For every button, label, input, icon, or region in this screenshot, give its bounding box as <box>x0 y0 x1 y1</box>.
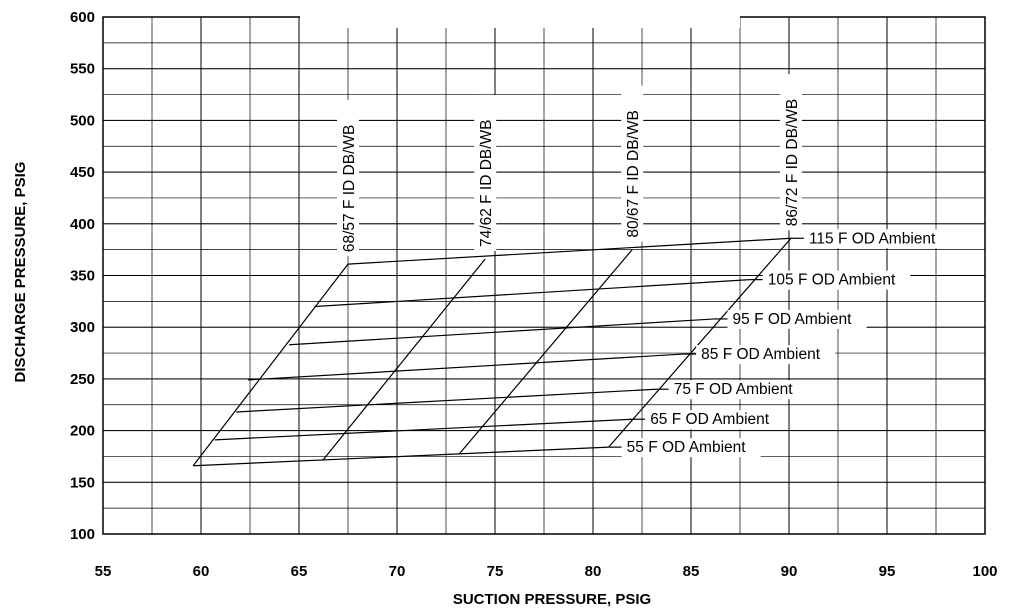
x-tick-label: 95 <box>879 563 896 580</box>
x-tick-label: 80 <box>585 563 602 580</box>
od-ambient-label-bg <box>668 380 808 400</box>
id-dbwb-label: 80/67 F ID DB/WB <box>625 110 642 237</box>
y-axis-title: DISCHARGE PRESSURE, PSIG <box>12 162 29 383</box>
od-ambient-curve <box>347 237 791 265</box>
id-dbwb-label: 74/62 F ID DB/WB <box>478 119 495 246</box>
x-tick-label: 85 <box>683 563 700 580</box>
id-dbwb-curve <box>608 237 792 448</box>
axis-tick-labels: 55 60 65 70 75 80 85 90 95 100 100 150 200 250 300 350 4… <box>70 9 998 580</box>
y-tick-label: 400 <box>70 216 95 233</box>
id-dbwb-label-bg <box>621 85 644 242</box>
od-ambient-curve <box>193 446 609 467</box>
plot-frame <box>102 8 986 535</box>
y-tick-label: 550 <box>70 61 95 78</box>
x-tick-label: 70 <box>389 563 406 580</box>
id-dbwb-label-bg <box>779 74 802 231</box>
od-ambient-label-bg <box>621 438 761 458</box>
od-ambient-curve <box>214 418 633 441</box>
curve-labels: 55 F OD Ambient 65 F OD Ambient 75 F OD Am… <box>337 74 952 458</box>
id-dbwb-curve <box>459 249 633 454</box>
od-ambient-label: 105 F OD Ambient <box>768 272 896 289</box>
y-tick-label: 600 <box>70 9 95 26</box>
id-dbwb-curve <box>322 258 486 461</box>
y-tick-label: 300 <box>70 319 95 336</box>
od-ambient-curve <box>289 318 715 346</box>
od-ambient-label: 65 F OD Ambient <box>650 411 770 428</box>
od-ambient-curve <box>236 388 656 413</box>
od-ambient-curve <box>248 353 684 381</box>
x-tick-label: 55 <box>95 563 112 580</box>
y-tick-label: 250 <box>70 371 95 388</box>
od-ambient-curve <box>314 279 750 308</box>
chart-series <box>192 237 804 467</box>
od-ambient-label-bg <box>762 270 911 290</box>
id-dbwb-label-bg <box>474 94 497 251</box>
od-ambient-label: 115 F OD Ambient <box>809 230 936 247</box>
x-tick-label: 75 <box>487 563 504 580</box>
od-ambient-label-bg <box>696 345 836 365</box>
od-ambient-label: 55 F OD Ambient <box>627 439 747 456</box>
x-tick-label: 90 <box>781 563 798 580</box>
x-tick-label: 65 <box>291 563 308 580</box>
x-tick-label: 100 <box>972 563 997 580</box>
id-dbwb-label: 86/72 F ID DB/WB <box>784 99 801 226</box>
x-tick-label: 60 <box>193 563 210 580</box>
od-ambient-label-bg <box>645 410 785 430</box>
id-dbwb-label-bg <box>337 100 359 257</box>
top-gap-mask <box>300 8 740 28</box>
y-tick-label: 100 <box>70 526 95 543</box>
od-ambient-label: 75 F OD Ambient <box>674 381 794 398</box>
id-dbwb-curve <box>192 263 349 467</box>
y-tick-label: 450 <box>70 164 95 181</box>
y-tick-label: 200 <box>70 423 95 440</box>
y-tick-label: 150 <box>70 474 95 491</box>
od-ambient-label: 95 F OD Ambient <box>733 311 853 328</box>
od-ambient-label: 85 F OD Ambient <box>701 346 821 363</box>
od-ambient-label-bg <box>803 229 952 249</box>
y-tick-label: 350 <box>70 268 95 285</box>
od-ambient-label-bg <box>727 309 867 329</box>
id-dbwb-label: 68/57 F ID DB/WB <box>341 125 358 252</box>
y-tick-label: 500 <box>70 112 95 129</box>
x-axis-title: SUCTION PRESSURE, PSIG <box>453 591 651 608</box>
